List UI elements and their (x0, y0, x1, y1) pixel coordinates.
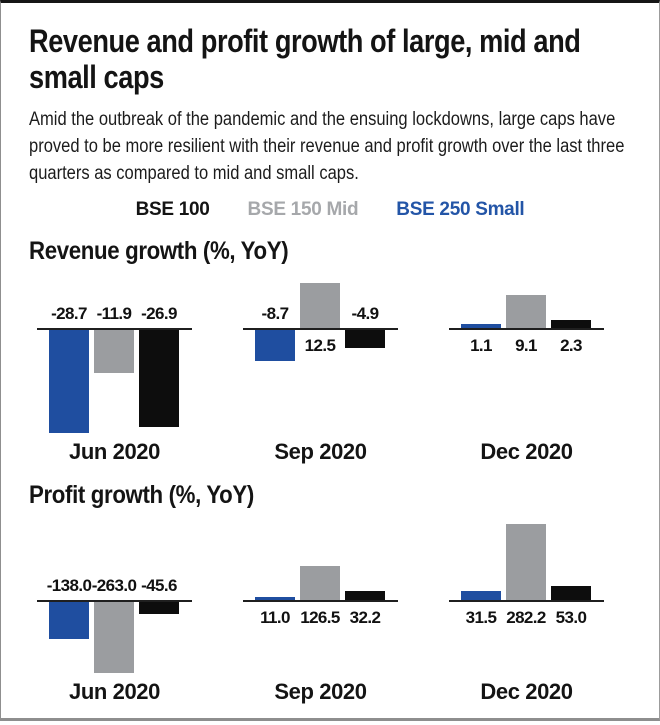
value-label: 9.1 (515, 336, 537, 356)
bar-group: 31.5 282.2 53.0 (449, 522, 604, 674)
zero-axis-line (449, 600, 604, 603)
category-label: Sep 2020 (274, 679, 367, 705)
bar-bse-250-small (49, 602, 89, 640)
legend: BSE 100 BSE 150 Mid BSE 250 Small (29, 199, 631, 221)
value-label: -45.6 (141, 576, 177, 596)
chart-panels-row: -138.0 -263.0 -45.6 Jun 2020 11.0 126.5 32.2 Se… (29, 522, 631, 705)
bar-bse-250-small (255, 597, 295, 601)
value-label: -26.9 (141, 304, 177, 324)
bar-group: -28.7 -11.9 -26.9 (37, 272, 192, 434)
value-label: 282.2 (506, 608, 546, 628)
value-label: 126.5 (300, 608, 340, 628)
value-label: -28.7 (51, 304, 87, 324)
bar-group: 11.0 126.5 32.2 (243, 522, 398, 674)
value-label: 11.0 (260, 608, 290, 628)
bar-bse-250-small (255, 330, 295, 362)
bar-bse-100 (551, 586, 591, 601)
quarter-panel-dec-2020: 31.5 282.2 53.0 Dec 2020 (449, 522, 604, 705)
quarter-panel-jun-2020: -28.7 -11.9 -26.9 Jun 2020 (37, 272, 192, 465)
value-label: 32.2 (349, 608, 381, 628)
bar-group: 1.1 9.1 2.3 (449, 272, 604, 434)
zero-axis-line (37, 328, 192, 331)
value-label: -11.9 (96, 304, 132, 324)
bar-bse-250-small (461, 324, 501, 329)
category-label: Jun 2020 (69, 439, 160, 465)
value-label: -263.0 (91, 576, 137, 596)
bar-bse-100 (551, 320, 591, 329)
chart-title-profit: Profit growth (%, YoY) (29, 481, 254, 510)
legend-item-bse-250-small: BSE 250 Small (396, 199, 525, 221)
zero-axis-line (37, 600, 192, 603)
zero-axis-line (449, 328, 604, 331)
zero-axis-line (243, 328, 398, 331)
chart-title-revenue: Revenue growth (%, YoY) (29, 237, 289, 266)
quarter-panel-dec-2020: 1.1 9.1 2.3 Dec 2020 (449, 272, 604, 465)
value-label: -138.0 (46, 576, 92, 596)
bar-bse-100 (345, 330, 385, 349)
value-label: 53.0 (555, 608, 587, 628)
chart-panels-row: -28.7 -11.9 -26.9 Jun 2020 -8.7 12.5 -4.9 Sep 2… (29, 272, 631, 465)
page-title: Revenue and profit growth of large, mid … (29, 23, 581, 96)
bar-bse-150-mid (506, 524, 546, 601)
zero-axis-line (243, 600, 398, 603)
bar-group: -8.7 12.5 -4.9 (243, 272, 398, 434)
value-label: 12.5 (304, 336, 336, 356)
quarter-panel-jun-2020: -138.0 -263.0 -45.6 Jun 2020 (37, 522, 192, 705)
bar-bse-250-small (461, 591, 501, 601)
value-label: 31.5 (465, 608, 497, 628)
bar-bse-250-small (49, 330, 89, 434)
category-label: Sep 2020 (274, 439, 367, 465)
subtitle-text: Amid the outbreak of the pandemic and th… (29, 108, 625, 185)
bar-bse-150-mid (300, 566, 340, 601)
value-label: 1.1 (470, 336, 492, 356)
bar-bse-150-mid (94, 602, 134, 674)
category-label: Dec 2020 (480, 679, 573, 705)
value-label: -4.9 (351, 304, 380, 324)
category-label: Jun 2020 (69, 679, 160, 705)
legend-item-bse-100: BSE 100 (135, 199, 210, 221)
bar-group: -138.0 -263.0 -45.6 (37, 522, 192, 674)
bar-bse-150-mid (300, 283, 340, 329)
legend-item-bse-150-mid: BSE 150 Mid (247, 199, 359, 221)
bar-bse-150-mid (94, 330, 134, 374)
category-label: Dec 2020 (480, 439, 573, 465)
value-label: -8.7 (261, 304, 290, 324)
bar-bse-100 (139, 330, 179, 428)
bar-bse-150-mid (506, 295, 546, 329)
quarter-panel-sep-2020: -8.7 12.5 -4.9 Sep 2020 (243, 272, 398, 465)
value-label: 2.3 (560, 336, 582, 356)
bar-bse-100 (345, 591, 385, 601)
bar-bse-100 (139, 602, 179, 615)
quarter-panel-sep-2020: 11.0 126.5 32.2 Sep 2020 (243, 522, 398, 705)
